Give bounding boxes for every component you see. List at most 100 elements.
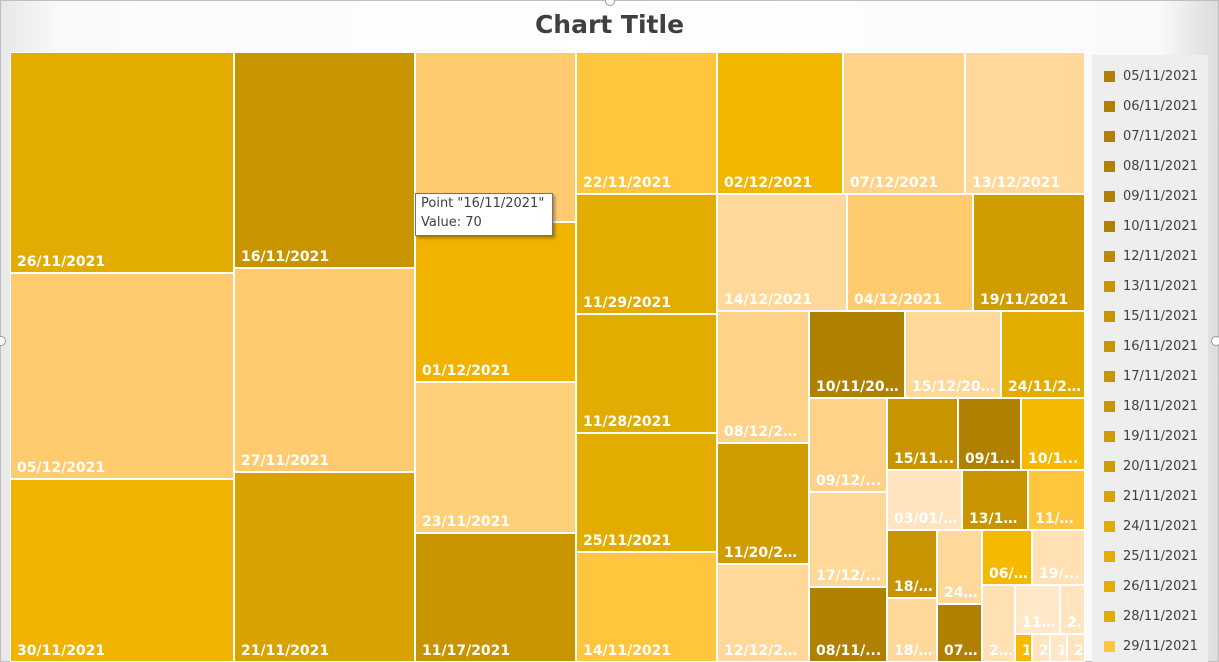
treemap-tile[interactable]: 11/17/2021	[415, 533, 576, 662]
legend-entry[interactable]: 19/11/2021	[1104, 427, 1198, 445]
legend-label: 28/11/2021	[1123, 608, 1198, 624]
treemap-tile[interactable]: 11/1...	[1028, 470, 1085, 530]
treemap-tile[interactable]: 18/...	[887, 598, 937, 662]
tile-label: 24/11/2...	[1008, 379, 1082, 395]
treemap-tile[interactable]: 17/12/...	[809, 492, 887, 587]
treemap-tile[interactable]: 11...	[1015, 585, 1060, 634]
legend-label: 17/11/2021	[1123, 368, 1198, 384]
treemap-tile[interactable]: 06/...	[982, 530, 1032, 585]
tile-label: 2...	[1074, 643, 1082, 659]
treemap-tile[interactable]: 09/12/...	[809, 398, 887, 492]
tile-label: 24...	[944, 585, 979, 601]
treemap-tile[interactable]: 26/11/2021	[10, 52, 234, 273]
tile-label: 22/11/2021	[583, 175, 672, 191]
resize-handle-top[interactable]	[605, 0, 615, 6]
tile-label: 2...	[1039, 643, 1047, 659]
treemap-tile[interactable]: 25/11/2021	[576, 433, 717, 552]
treemap-tile[interactable]: 15/12/2021	[905, 311, 1001, 398]
legend-swatch	[1104, 160, 1115, 172]
tile-label: 16/11/2021	[241, 249, 330, 265]
legend-swatch	[1104, 370, 1115, 382]
treemap-tile[interactable]: 10/1...	[1021, 398, 1085, 470]
legend-entry[interactable]: 06/11/2021	[1104, 97, 1198, 115]
legend-entry[interactable]: 09/11/2021	[1104, 187, 1198, 205]
treemap-tile[interactable]: 09/1...	[958, 398, 1021, 470]
legend-entry[interactable]: 07/11/2021	[1104, 127, 1198, 145]
tile-label: 07/12/2021	[850, 175, 939, 191]
treemap-tile[interactable]: 19/11/2021	[973, 194, 1085, 311]
treemap-tile[interactable]: 10/11/2021	[809, 311, 905, 398]
treemap-tile[interactable]: 1...	[1015, 634, 1032, 662]
treemap-tile[interactable]: 2...	[1067, 634, 1085, 662]
legend-label: 21/11/2021	[1123, 488, 1198, 504]
treemap-tile[interactable]: 07/12/2021	[843, 52, 965, 194]
tile-label: 2...	[989, 643, 1012, 659]
legend-entry[interactable]: 10/11/2021	[1104, 217, 1198, 235]
resize-handle-left[interactable]	[0, 336, 6, 346]
treemap-tile[interactable]: 16/11/2021	[234, 52, 415, 268]
treemap-tile[interactable]: 11/29/2021	[576, 194, 717, 314]
treemap-tile[interactable]: 03/01/...	[887, 470, 962, 530]
tile-label: 11/28/2021	[583, 414, 672, 430]
legend-entry[interactable]: 12/11/2021	[1104, 247, 1198, 265]
legend-entry[interactable]: 18/11/2021	[1104, 397, 1198, 415]
legend-entry[interactable]: 28/11/2021	[1104, 607, 1198, 625]
tile-label: 13/12/2021	[972, 175, 1061, 191]
legend-entry[interactable]: 13/11/2021	[1104, 277, 1198, 295]
tile-label: 13/11...	[969, 511, 1025, 527]
treemap-tile[interactable]: 07...	[937, 604, 982, 662]
treemap-tile[interactable]: 08/12/20...	[717, 311, 809, 443]
treemap-tile[interactable]: 23/11/2021	[415, 382, 576, 533]
legend-entry[interactable]: 08/11/2021	[1104, 157, 1198, 175]
treemap-tile[interactable]: 24/11/2...	[1001, 311, 1085, 398]
treemap-tile[interactable]: 27/11/2021	[234, 268, 415, 472]
treemap-tile[interactable]: 11/28/2021	[576, 314, 717, 433]
legend-entry[interactable]: 17/11/2021	[1104, 367, 1198, 385]
treemap-tile[interactable]: 01/12/2021	[415, 222, 576, 382]
legend-label: 16/11/2021	[1123, 338, 1198, 354]
treemap-tile[interactable]: 1...	[1050, 634, 1067, 662]
legend-swatch	[1104, 580, 1115, 592]
treemap-tile[interactable]: 30/11/2021	[10, 479, 234, 662]
legend-entry[interactable]: 25/11/2021	[1104, 547, 1198, 565]
tile-label: 11/29/2021	[583, 295, 672, 311]
treemap-tile[interactable]: 02/12/2021	[717, 52, 843, 194]
chart-title[interactable]: Chart Title	[534, 10, 685, 39]
legend[interactable]: 05/11/2021 06/11/2021 07/11/2021 08/11/2021…	[1092, 55, 1208, 662]
legend-entry[interactable]: 21/11/2021	[1104, 487, 1198, 505]
legend-entry[interactable]: 16/11/2021	[1104, 337, 1198, 355]
treemap-tile[interactable]: 15/11...	[887, 398, 958, 470]
treemap-tile[interactable]: 05/12/2021	[10, 273, 234, 479]
legend-label: 13/11/2021	[1123, 278, 1198, 294]
treemap-tile[interactable]: 24...	[937, 530, 982, 604]
treemap-tile[interactable]: 2...	[1032, 634, 1050, 662]
legend-label: 06/11/2021	[1123, 98, 1198, 114]
tile-label: 1...	[1022, 643, 1029, 659]
treemap-tile[interactable]: 04/12/2021	[847, 194, 973, 311]
treemap-tile[interactable]: 11/20/20...	[717, 443, 809, 564]
legend-entry[interactable]: 29/11/2021	[1104, 637, 1198, 655]
legend-entry[interactable]: 24/11/2021	[1104, 517, 1198, 535]
legend-label: 19/11/2021	[1123, 428, 1198, 444]
treemap-tile[interactable]: 18/...	[887, 530, 937, 598]
treemap-tile[interactable]: 14/12/2021	[717, 194, 847, 311]
treemap-tile[interactable]: 19/...	[1032, 530, 1085, 585]
treemap-tile[interactable]: 08/11/...	[809, 587, 887, 662]
treemap-tile[interactable]: 13/11...	[962, 470, 1028, 530]
treemap-tile[interactable]: 2...	[982, 585, 1015, 662]
legend-entry[interactable]: 26/11/2021	[1104, 577, 1198, 595]
legend-label: 15/11/2021	[1123, 308, 1198, 324]
resize-handle-right[interactable]	[1211, 336, 1219, 346]
legend-swatch	[1104, 340, 1115, 352]
treemap-tile[interactable]: 12/12/20...	[717, 564, 809, 662]
treemap-tile[interactable]: 13/12/2021	[965, 52, 1085, 194]
treemap-tile[interactable]: 14/11/2021	[576, 552, 717, 662]
legend-swatch	[1104, 190, 1115, 202]
treemap-tile[interactable]: 22/11/2021	[576, 52, 717, 194]
legend-entry[interactable]: 15/11/2021	[1104, 307, 1198, 325]
legend-entry[interactable]: 20/11/2021	[1104, 457, 1198, 475]
tile-label: 03/01/...	[894, 511, 959, 527]
treemap-tile[interactable]: 2...	[1060, 585, 1085, 634]
treemap-tile[interactable]: 21/11/2021	[234, 472, 415, 662]
legend-entry[interactable]: 05/11/2021	[1104, 67, 1198, 85]
